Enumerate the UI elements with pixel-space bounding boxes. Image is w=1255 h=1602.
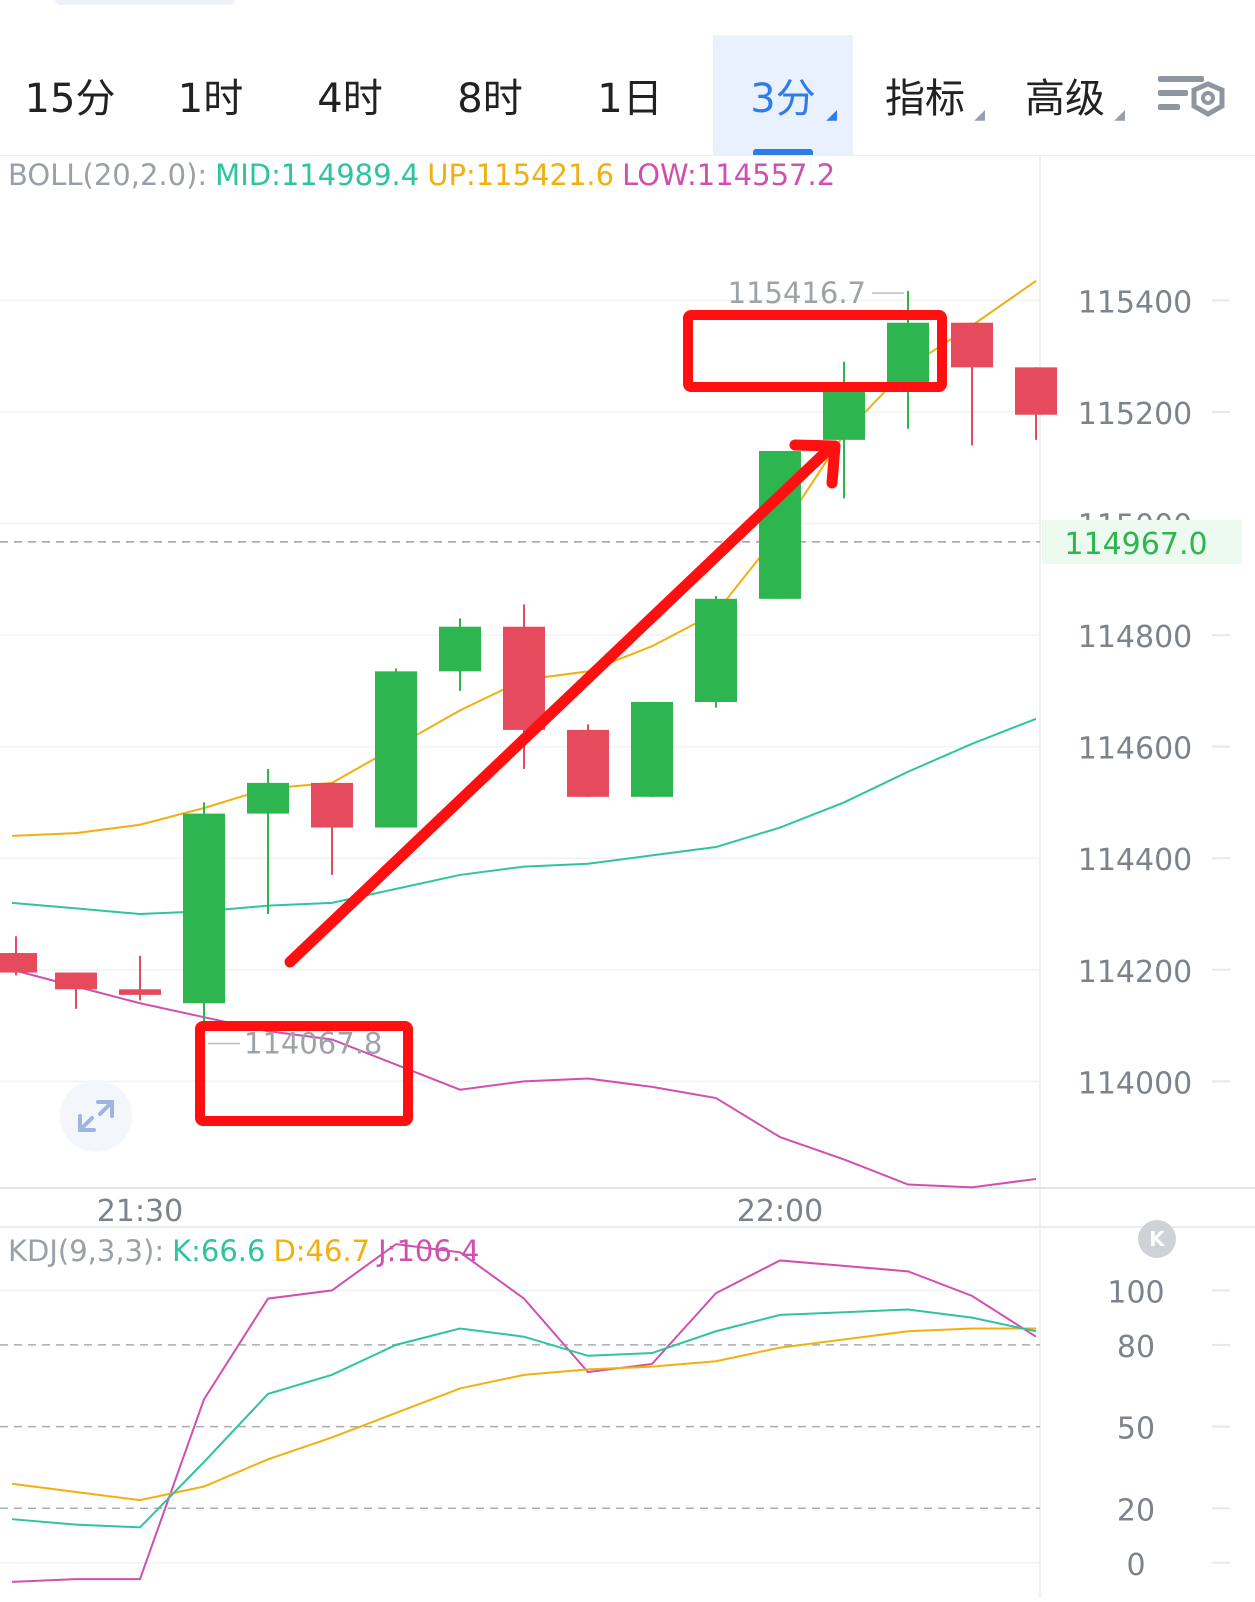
expand-icon[interactable] <box>60 1080 132 1152</box>
high-annotation-box <box>683 310 947 392</box>
tab-label: 8时 <box>457 76 523 122</box>
candle-body <box>311 782 353 828</box>
price-tick-label: 114800 <box>1078 620 1193 655</box>
tab-2[interactable]: 4时 <box>280 35 420 155</box>
kdj-tick-label: 0 <box>1126 1548 1145 1583</box>
candle-body <box>503 626 545 730</box>
candle-body <box>247 782 289 814</box>
tab-6[interactable]: 指标 ◢ <box>855 35 995 155</box>
time-tick-label: 21:30 <box>97 1194 183 1229</box>
kdj-tick-label: 100 <box>1107 1275 1164 1310</box>
candle-body <box>695 598 737 703</box>
boll-mid-line <box>11 717 1037 915</box>
chart-settings-icon[interactable] <box>1158 70 1226 130</box>
tab-1[interactable]: 1时 <box>143 35 278 155</box>
low-annotation-box <box>195 1021 413 1126</box>
high-price-label: 115416.7 <box>728 276 866 310</box>
uptrend-arrow-shaft <box>284 442 836 968</box>
timeframe-tab-bar: 15分 1时 4时 8时 1日 3分 ◢ 指标 ◢ 高级 ◢ <box>0 35 1255 155</box>
dropdown-triangle-icon: ◢ <box>974 107 985 123</box>
top-strip <box>55 0 235 5</box>
uptrend-arrow-head <box>789 439 841 489</box>
active-tab-underline <box>753 149 813 155</box>
tab-label: 1时 <box>177 76 244 122</box>
boll-legend-low-label: LOW:114557.2 <box>622 158 835 192</box>
candle-body <box>55 972 97 990</box>
price-tick-label: 114000 <box>1078 1066 1193 1101</box>
tab-3[interactable]: 8时 <box>420 35 560 155</box>
price-tick-label: 114600 <box>1078 732 1193 767</box>
tab-4[interactable]: 1日 <box>560 35 700 155</box>
tab-7[interactable]: 高级 ◢ <box>995 35 1135 155</box>
kdj-legend-label: KDJ(9,3,3): <box>8 1234 164 1268</box>
tab-label: 1日 <box>597 76 663 122</box>
tab-label: 高级 <box>1025 76 1105 122</box>
tab-label: 4时 <box>317 76 383 122</box>
candle-body <box>0 953 37 973</box>
kdj-legend: KDJ(9,3,3): K:66.6 D:46.7 J:106.4 <box>8 1234 479 1268</box>
kline-toggle-button[interactable]: K <box>1138 1220 1176 1258</box>
boll-legend-label: BOLL(20,2.0): <box>8 158 207 192</box>
kdj-tick-label: 20 <box>1117 1493 1155 1528</box>
price-tick-label: 115200 <box>1078 397 1193 432</box>
tab-0[interactable]: 15分 <box>5 35 135 155</box>
price-tick-label: 114400 <box>1078 843 1193 878</box>
time-tick-label: 22:00 <box>737 1194 823 1229</box>
candle-body <box>1015 367 1057 415</box>
boll-legend: BOLL(20,2.0): MID:114989.4 UP:115421.6 LOW:… <box>8 158 835 192</box>
kdj-j-line <box>11 1243 1037 1583</box>
candle-body <box>119 989 161 995</box>
dropdown-triangle-icon: ◢ <box>1114 107 1125 123</box>
kdj-legend-j-label: J:106.4 <box>376 1234 479 1268</box>
tab-label: 15分 <box>24 76 116 122</box>
kdj-tick-label: 50 <box>1117 1412 1155 1447</box>
candle-body <box>439 626 481 672</box>
candle-body <box>951 322 993 368</box>
kdj-tick-label: 80 <box>1117 1330 1155 1365</box>
kdj-legend-d-label: D:46.7 <box>273 1234 370 1268</box>
low-price-label: 114067.8 <box>244 1027 382 1061</box>
kdj-legend-k-label: K:66.6 <box>172 1234 265 1268</box>
price-chart[interactable]: 1154001152001150001148001146001144001142… <box>0 154 1255 1598</box>
kdj-d-line <box>11 1327 1036 1502</box>
chart-svg: 1154001152001150001148001146001144001142… <box>0 154 1255 1598</box>
price-tick-label: 115400 <box>1078 285 1193 320</box>
boll-legend-mid-label: MID:114989.4 <box>215 158 419 192</box>
boll-legend-up-label: UP:115421.6 <box>427 158 614 192</box>
kdj-k-line <box>11 1308 1037 1529</box>
tab-5[interactable]: 3分 ◢ <box>713 35 853 155</box>
candle-body <box>375 671 417 828</box>
candle-body <box>631 702 673 797</box>
current-price-label: 114967.0 <box>1064 527 1207 562</box>
tab-label: 3分 <box>750 76 816 122</box>
candle-body <box>183 813 225 1004</box>
candle-body <box>759 451 801 599</box>
boll-low-line <box>11 968 1037 1189</box>
candle-body <box>887 322 929 385</box>
candle-body <box>823 384 865 440</box>
dropdown-triangle-icon: ◢ <box>826 107 837 123</box>
candle-body <box>567 729 609 797</box>
tab-label: 指标 <box>885 76 965 122</box>
price-tick-label: 114200 <box>1078 955 1193 990</box>
current-price-badge <box>1042 519 1242 564</box>
